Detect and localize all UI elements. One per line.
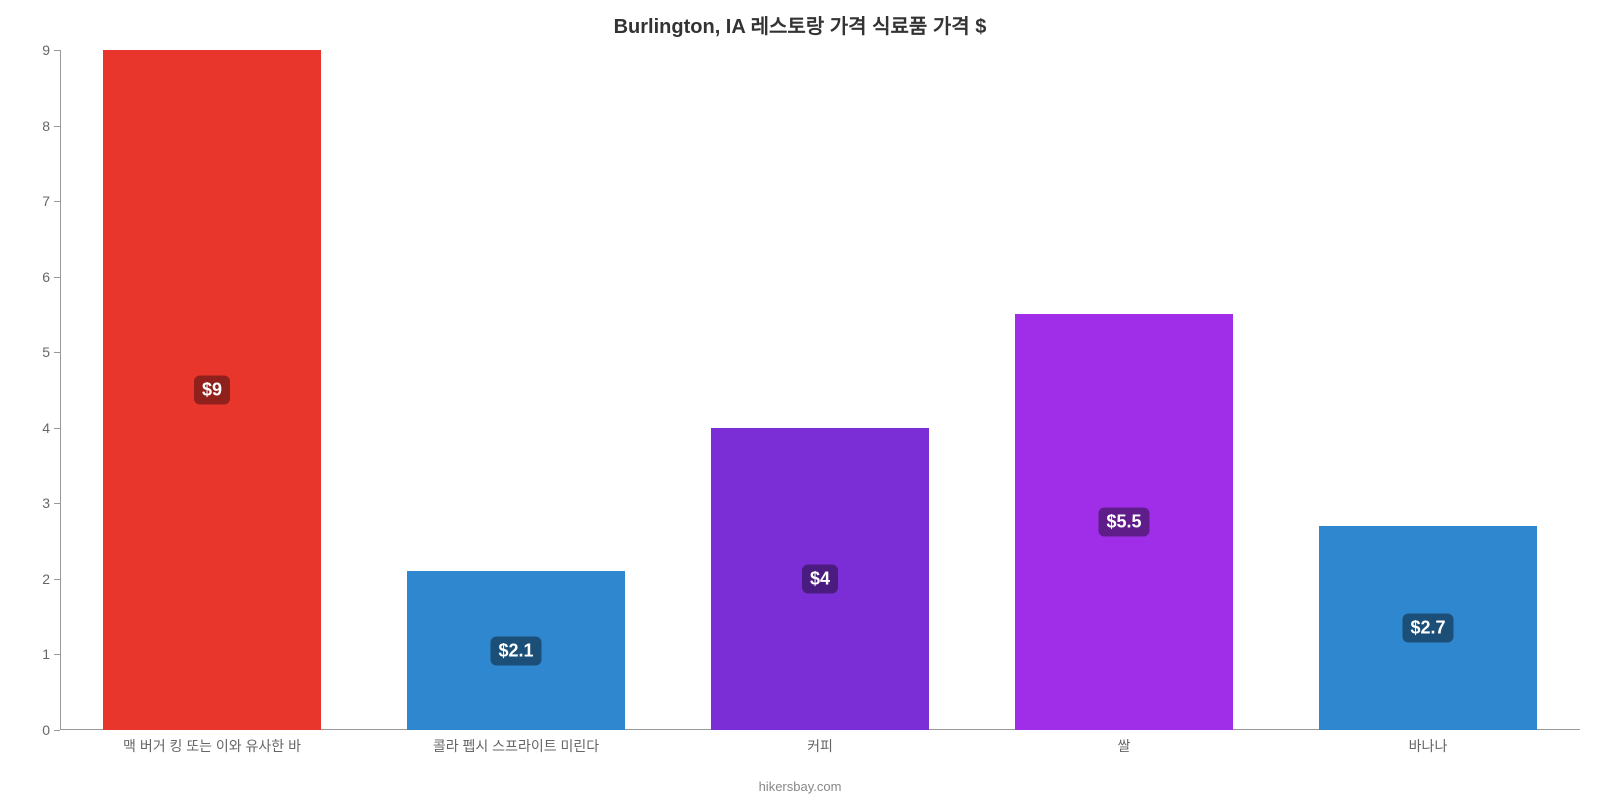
chart-credit: hikersbay.com — [0, 779, 1600, 794]
y-axis-line — [60, 50, 61, 730]
ytick-mark — [54, 428, 60, 429]
chart-container: Burlington, IA 레스토랑 가격 식료품 가격 $ 01234567… — [0, 0, 1600, 800]
ytick-label: 1 — [20, 646, 50, 662]
ytick-label: 5 — [20, 344, 50, 360]
ytick-mark — [54, 503, 60, 504]
ytick-mark — [54, 730, 60, 731]
ytick-mark — [54, 50, 60, 51]
x-category-label: 맥 버거 킹 또는 이와 유사한 바 — [123, 736, 301, 756]
bar-value-badge: $9 — [194, 376, 230, 405]
ytick-label: 6 — [20, 269, 50, 285]
ytick-mark — [54, 126, 60, 127]
ytick-label: 7 — [20, 193, 50, 209]
ytick-label: 3 — [20, 495, 50, 511]
x-category-label: 콜라 펩시 스프라이트 미린다 — [433, 736, 599, 756]
ytick-mark — [54, 201, 60, 202]
x-category-label: 바나나 — [1409, 736, 1448, 756]
plot-area: 0123456789$9맥 버거 킹 또는 이와 유사한 바$2.1콜라 펩시 … — [60, 50, 1580, 730]
bar-value-badge: $5.5 — [1098, 508, 1149, 537]
chart-title: Burlington, IA 레스토랑 가격 식료품 가격 $ — [0, 10, 1600, 39]
bar-value-badge: $2.1 — [490, 636, 541, 665]
ytick-mark — [54, 277, 60, 278]
ytick-label: 8 — [20, 118, 50, 134]
ytick-label: 2 — [20, 571, 50, 587]
ytick-label: 0 — [20, 722, 50, 738]
x-category-label: 커피 — [807, 736, 833, 756]
ytick-mark — [54, 352, 60, 353]
x-category-label: 쌀 — [1118, 736, 1131, 756]
bar-value-badge: $4 — [802, 564, 838, 593]
ytick-label: 4 — [20, 420, 50, 436]
bar-value-badge: $2.7 — [1402, 614, 1453, 643]
ytick-mark — [54, 654, 60, 655]
ytick-mark — [54, 579, 60, 580]
ytick-label: 9 — [20, 42, 50, 58]
